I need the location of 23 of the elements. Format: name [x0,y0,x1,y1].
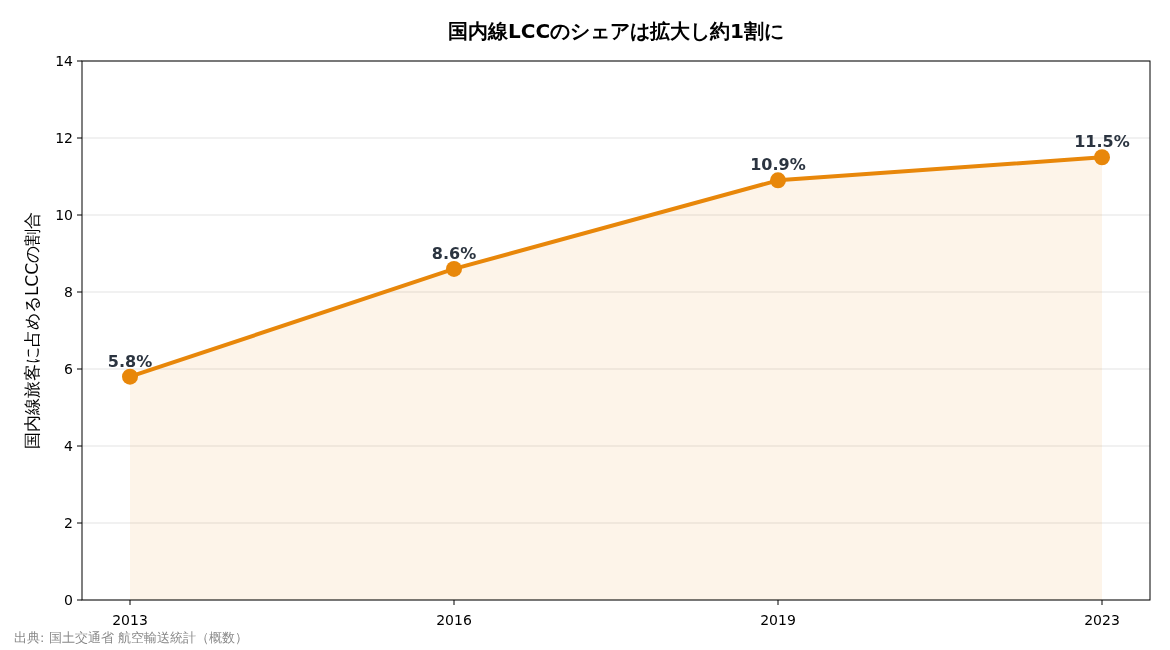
point [770,172,786,189]
x-tick-label: 2023 [1084,612,1120,628]
data-label: 11.5% [1074,132,1130,152]
point [122,368,138,385]
x-tick-label: 2019 [760,612,796,628]
y-tick-label: 4 [64,438,74,454]
y-tick-label: 6 [64,361,74,377]
y-tick-label: 0 [64,592,73,608]
y-tick-label: 10 [55,207,73,223]
y-tick-label: 8 [64,284,73,300]
x-tick-label: 2013 [112,612,148,628]
data-label: 10.9% [750,155,806,175]
data-label: 5.8% [107,351,153,371]
y-tick-label: 14 [55,53,74,69]
y-tick-label: 2 [64,515,73,531]
point [446,260,462,277]
y-tick-label: 12 [55,130,73,146]
source-note: 出典: 国土交通省 航空輸送統計（概数） [14,630,248,645]
data-label: 8.6% [431,243,477,263]
point [1094,149,1110,166]
chart-title: 国内線LCCのシェアは拡大し約1割に [447,19,785,43]
y-axis-title: 国内線旅客に占めるLCCの割合 [22,211,42,450]
x-tick-label: 2016 [436,612,472,628]
